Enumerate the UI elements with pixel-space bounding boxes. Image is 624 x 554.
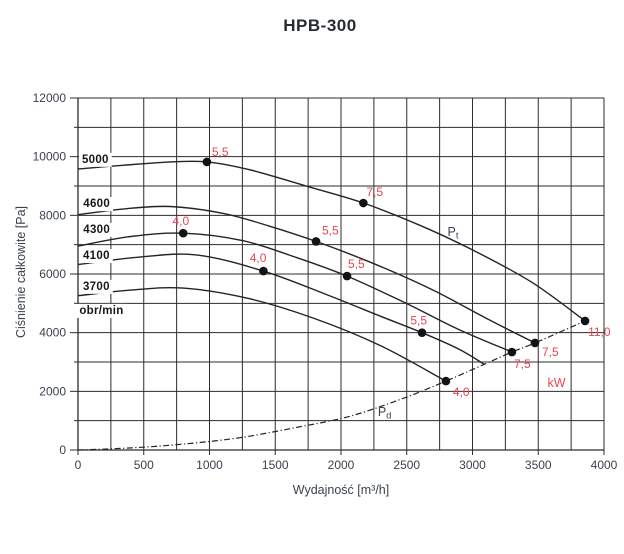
y-tick-label: 2000 [39, 384, 66, 398]
x-tick-label: 0 [75, 458, 82, 472]
power-label-4300-7,5: 7,5 [514, 357, 531, 371]
curve-label-mask [79, 249, 113, 264]
curve-label-3700: 3700 [83, 281, 110, 293]
power-label-4600-7,5: 7,5 [542, 345, 559, 359]
power-point-4300-7,5 [507, 347, 517, 357]
power-label-5000-5,5: 5,5 [212, 145, 229, 159]
curve-label-mask [80, 222, 114, 237]
power-point-4600-5,5 [311, 237, 321, 246]
power-label-4600-5,5: 5,5 [322, 223, 339, 237]
power-point-5000-7,5 [359, 198, 368, 208]
curve-label-4300: 4300 [83, 224, 110, 236]
pd-curve [77, 320, 586, 451]
y-tick-label: 8000 [39, 208, 66, 222]
y-axis-label: Ciśnienie całkowite [Pa] [14, 205, 28, 339]
x-tick-label: 1500 [262, 458, 289, 472]
rpm-curve-4300 [77, 232, 513, 353]
power-label-4300-4,0: 4,0 [173, 214, 190, 228]
curve-label-obr/min: obr/min [79, 305, 123, 317]
power-label-4100-4,0: 4,0 [250, 251, 267, 265]
y-tick-label: 4000 [39, 326, 66, 340]
y-tick-label: 6000 [39, 267, 66, 281]
power-point-3700-4,0 [441, 376, 451, 386]
power-label-5000-11,0: 11,0 [588, 325, 611, 339]
x-tick-label: 500 [134, 458, 154, 472]
x-tick-label: 1000 [196, 458, 223, 472]
power-point-4100-4,0 [259, 266, 268, 276]
curve-label-mask [76, 303, 127, 318]
curve-label-4100: 4100 [83, 250, 110, 262]
rpm-curve-4100 [77, 253, 485, 365]
x-tick-label: 2500 [393, 458, 420, 472]
rpm-curve-3700 [77, 286, 447, 382]
power-label-3700-4,0: 4,0 [453, 385, 470, 399]
curve-label-mask [80, 197, 114, 212]
power-point-5000-5,5 [202, 157, 212, 167]
power-point-4300-5,5 [342, 271, 352, 281]
x-axis-label: Wydajność [m³/h] [292, 483, 390, 497]
y-tick-label: 10000 [33, 150, 67, 164]
curve-label-4600: 4600 [83, 198, 110, 210]
y-tick-label: 0 [59, 443, 66, 457]
curve-label-mask [79, 279, 113, 294]
rpm-curve-5000 [77, 160, 586, 322]
power-point-4600-7,5 [530, 338, 540, 348]
x-tick-label: 4000 [591, 458, 618, 472]
annotation-pt: Pt [448, 225, 459, 242]
x-tick-label: 2000 [328, 458, 355, 472]
annotation-pd: Pd [378, 405, 392, 422]
power-point-4300-4,0 [178, 228, 188, 238]
x-tick-label: 3000 [459, 458, 486, 472]
chart-title: HPB-300 [283, 16, 357, 35]
power-point-5000-11,0 [580, 316, 590, 326]
x-tick-label: 3500 [525, 458, 552, 472]
y-tick-label: 12000 [33, 91, 67, 105]
rpm-curve-4600 [77, 205, 536, 344]
power-label-5000-7,5: 7,5 [366, 185, 383, 199]
annotation-kw: kW [547, 376, 565, 390]
power-point-4100-5,5 [417, 328, 427, 337]
curve-label-5000: 5000 [82, 154, 109, 166]
curve-label-mask [78, 152, 112, 167]
power-label-4300-5,5: 5,5 [348, 257, 365, 271]
power-label-4100-5,5: 5,5 [410, 314, 427, 328]
